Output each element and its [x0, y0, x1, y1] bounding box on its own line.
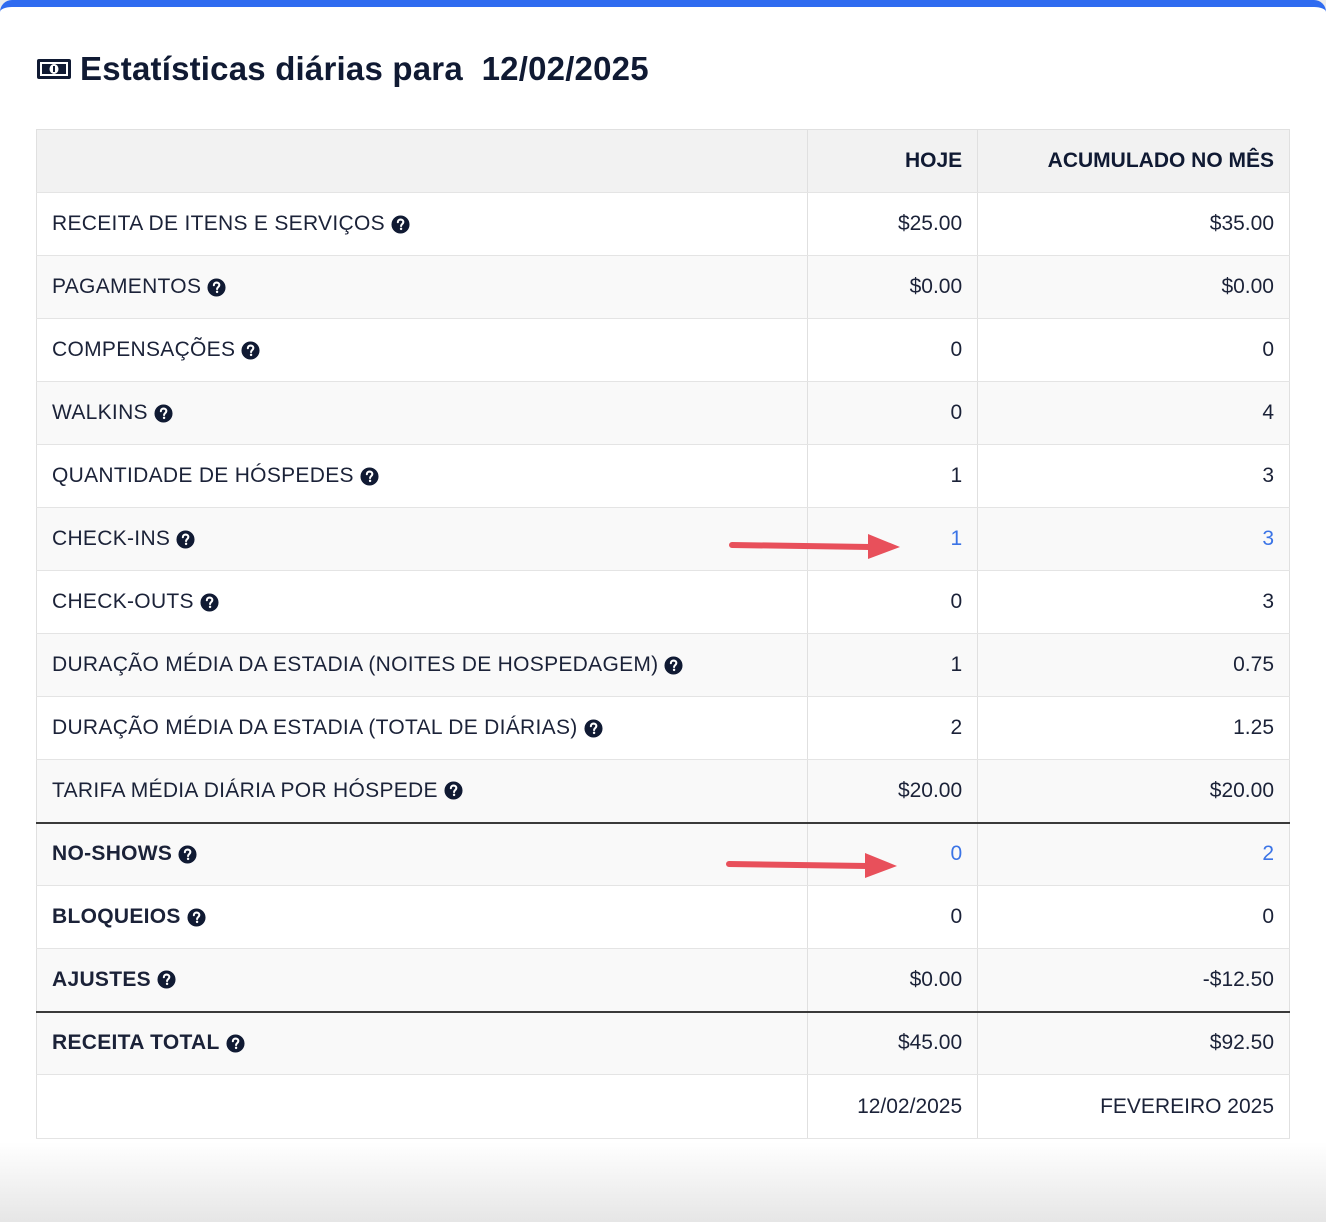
- row-month: 3: [977, 570, 1290, 634]
- help-icon[interactable]: [360, 466, 379, 486]
- row-label: DURAÇÃO MÉDIA DA ESTADIA (NOITES DE HOSP…: [52, 653, 659, 676]
- table-row: RECEITA DE ITENS E SERVIÇOS $25.00 $35.0…: [35, 192, 1290, 256]
- help-icon[interactable]: [226, 1034, 245, 1053]
- row-today: 2: [807, 696, 979, 760]
- table-row: BLOQUEIOS 0 0: [35, 885, 1290, 949]
- row-label: NO-SHOWS: [52, 842, 173, 866]
- table-row: PAGAMENTOS $0.00 $0.00: [35, 255, 1290, 319]
- row-today: $20.00: [807, 759, 979, 823]
- row-month: $35.00: [977, 192, 1290, 256]
- red-arrow-icon: [729, 534, 900, 559]
- no-shows-month-link[interactable]: 2: [1262, 842, 1274, 866]
- table-row: NO-SHOWS 0 2: [35, 821, 1290, 886]
- row-today: $0.00: [807, 255, 979, 319]
- row-label: RECEITA DE ITENS E SERVIÇOS: [52, 212, 385, 235]
- stats-table: HOJE ACUMULADO NO MÊS RECEITA DE ITENS E…: [35, 129, 1290, 1139]
- header-month: ACUMULADO NO MÊS: [977, 129, 1290, 193]
- table-row: COMPENSAÇÕES 0 0: [35, 318, 1290, 382]
- help-icon[interactable]: [187, 907, 206, 927]
- header-blank: [35, 129, 809, 193]
- table-row: AJUSTES $0.00 -$12.50: [35, 948, 1290, 1012]
- row-label: QUANTIDADE DE HÓSPEDES: [52, 464, 354, 487]
- check-ins-month-link[interactable]: 3: [1262, 527, 1274, 550]
- row-month: 1.25: [977, 696, 1290, 760]
- row-label: CHECK-OUTS: [52, 590, 194, 613]
- row-month: $0.00: [977, 255, 1290, 319]
- table-row: RECEITA TOTAL $45.00 $92.50: [35, 1010, 1290, 1075]
- table-header-row: HOJE ACUMULADO NO MÊS: [35, 129, 1290, 193]
- no-shows-today-link[interactable]: 0: [950, 842, 963, 866]
- row-today: 1: [807, 633, 979, 697]
- row-label: CHECK-INS: [52, 527, 171, 550]
- row-today: 0: [807, 318, 979, 382]
- help-icon[interactable]: [176, 529, 195, 549]
- row-label: AJUSTES: [52, 967, 151, 991]
- help-icon[interactable]: [241, 340, 260, 360]
- footer-blank: [35, 1074, 809, 1139]
- footer-month: FEVEREIRO 2025: [977, 1074, 1290, 1139]
- row-today: $25.00: [807, 192, 979, 256]
- row-label: PAGAMENTOS: [52, 275, 202, 298]
- row-today: $45.00: [807, 1010, 979, 1075]
- help-icon[interactable]: [157, 970, 176, 989]
- row-month: $20.00: [977, 759, 1290, 823]
- row-label: COMPENSAÇÕES: [52, 338, 236, 361]
- help-icon[interactable]: [207, 277, 226, 297]
- row-month: 4: [977, 381, 1290, 445]
- table-row: QUANTIDADE DE HÓSPEDES 1 3: [35, 444, 1290, 508]
- row-label: BLOQUEIOS: [52, 905, 181, 928]
- row-today: 0: [807, 381, 979, 445]
- table-row: DURAÇÃO MÉDIA DA ESTADIA (TOTAL DE DIÁRI…: [35, 696, 1290, 760]
- table-row: CHECK-INS 1 3: [35, 507, 1290, 571]
- row-today: $0.00: [807, 948, 979, 1012]
- check-ins-today-link[interactable]: 1: [950, 527, 963, 550]
- money-bill-icon: [37, 59, 71, 79]
- row-label: DURAÇÃO MÉDIA DA ESTADIA (TOTAL DE DIÁRI…: [52, 716, 578, 739]
- page-title: Estatísticas diárias para 12/02/2025: [80, 50, 649, 87]
- row-label: TARIFA MÉDIA DIÁRIA POR HÓSPEDE: [52, 778, 438, 802]
- red-arrow-icon: [726, 853, 897, 878]
- table-row: CHECK-OUTS 0 3: [35, 570, 1290, 634]
- row-month: 0: [977, 885, 1290, 949]
- title-row: Estatísticas diárias para 12/02/2025: [36, 47, 649, 91]
- row-month: -$12.50: [977, 948, 1290, 1012]
- row-today: 0: [807, 885, 979, 949]
- row-today: 0: [807, 570, 979, 634]
- help-icon[interactable]: [154, 403, 173, 423]
- table-row: WALKINS 0 4: [35, 381, 1290, 445]
- header-today: HOJE: [807, 129, 979, 193]
- help-icon[interactable]: [444, 781, 463, 800]
- row-month: 0.75: [977, 633, 1290, 697]
- help-icon[interactable]: [584, 718, 603, 738]
- help-icon[interactable]: [200, 592, 219, 612]
- row-month: 0: [977, 318, 1290, 382]
- help-icon[interactable]: [178, 845, 197, 864]
- row-label: RECEITA TOTAL: [52, 1031, 220, 1055]
- table-row: DURAÇÃO MÉDIA DA ESTADIA (NOITES DE HOSP…: [35, 633, 1290, 697]
- footer-today: 12/02/2025: [807, 1074, 979, 1139]
- table-row: TARIFA MÉDIA DIÁRIA POR HÓSPEDE $20.00 $…: [35, 759, 1290, 823]
- row-month: 3: [977, 444, 1290, 508]
- table-footer-row: 12/02/2025 FEVEREIRO 2025: [35, 1074, 1290, 1139]
- row-month: $92.50: [977, 1010, 1290, 1075]
- help-icon[interactable]: [664, 655, 684, 675]
- row-label: WALKINS: [52, 401, 148, 424]
- help-icon[interactable]: [391, 214, 410, 234]
- row-today: 1: [807, 444, 979, 508]
